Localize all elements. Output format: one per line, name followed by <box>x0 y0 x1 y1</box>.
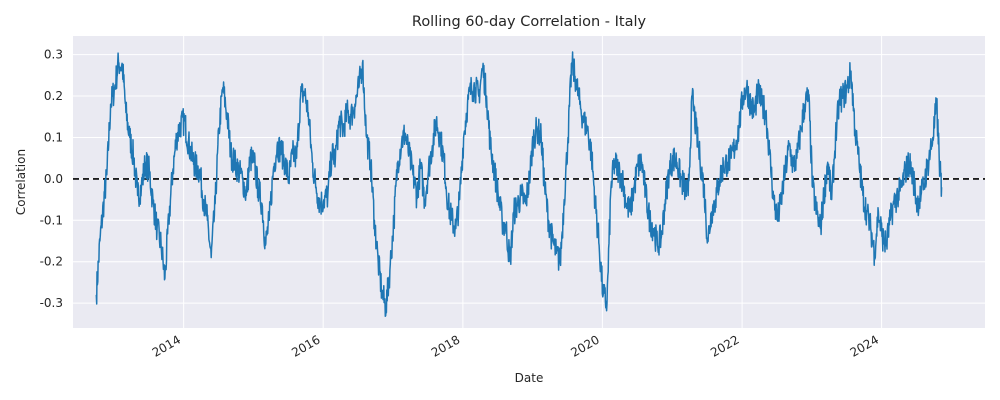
y-axis-label: Correlation <box>14 149 28 215</box>
chart-title: Rolling 60-day Correlation - Italy <box>412 14 647 30</box>
x-tick-label: 2024 <box>848 332 881 359</box>
y-tick-label: -0.3 <box>40 296 63 310</box>
y-tick-label: 0.2 <box>44 89 63 103</box>
x-tick-label: 2016 <box>289 332 322 359</box>
y-tick-label: 0.0 <box>44 172 63 186</box>
x-tick-label: 2014 <box>150 332 183 359</box>
y-tick-label: 0.3 <box>44 48 63 62</box>
y-tick-labels: -0.3 -0.2 -0.1 0.0 0.1 0.2 0.3 <box>40 48 63 311</box>
x-tick-labels: 2014 2016 2018 2020 2022 2024 <box>150 332 881 359</box>
x-tick-label: 2020 <box>568 332 601 359</box>
correlation-series-line <box>95 51 943 318</box>
x-tick-label: 2022 <box>708 332 741 359</box>
y-tick-label: 0.1 <box>44 130 63 144</box>
y-tick-label: -0.2 <box>40 255 63 269</box>
x-tick-label: 2018 <box>429 332 462 359</box>
y-tick-label: -0.1 <box>40 213 63 227</box>
x-gridlines <box>183 36 883 328</box>
x-axis-label: Date <box>515 371 544 385</box>
